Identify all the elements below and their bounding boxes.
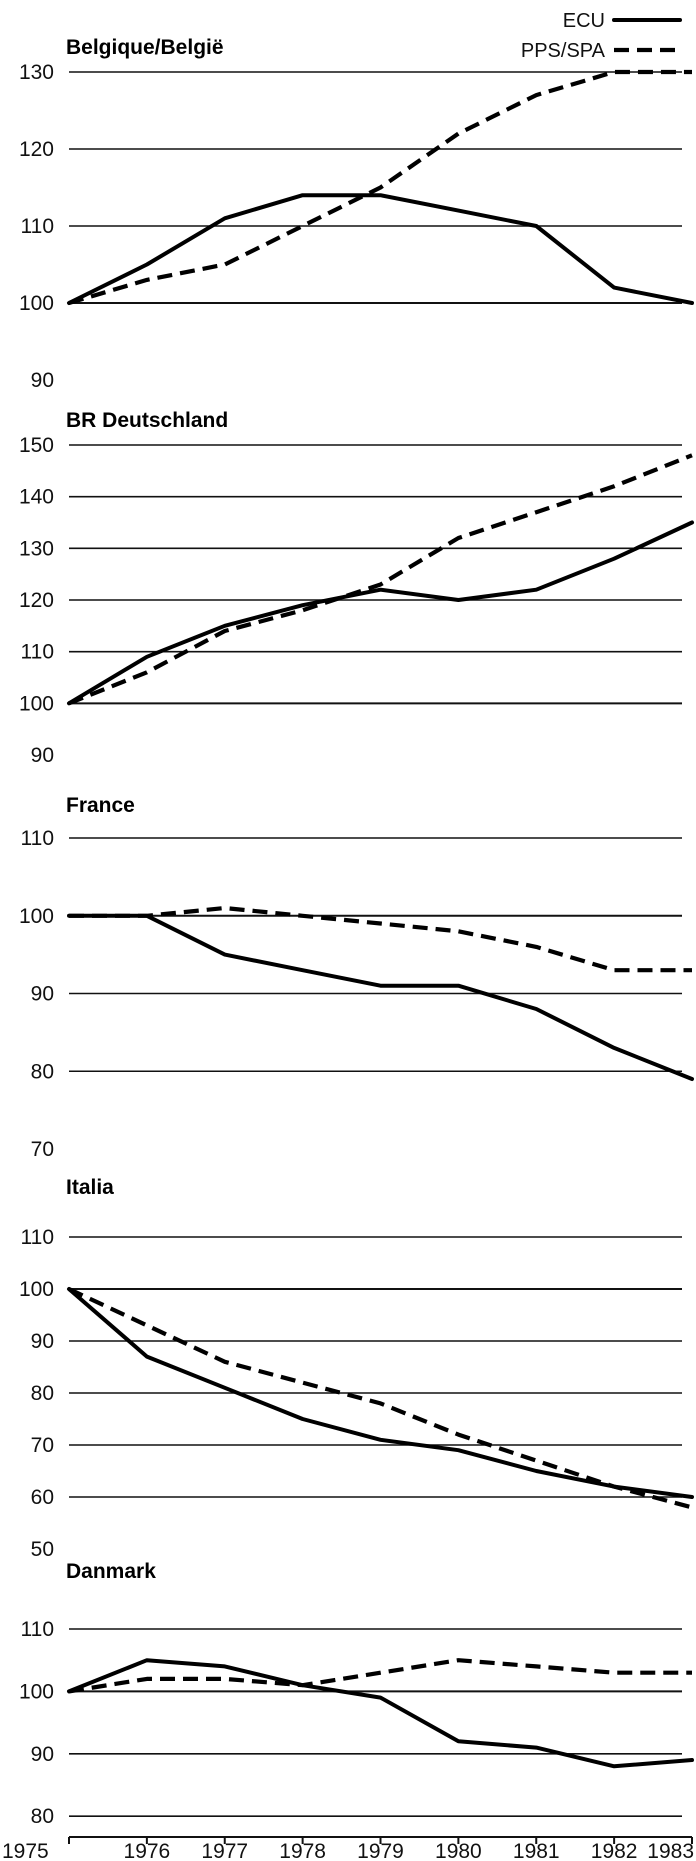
x-tick-label: 1979	[357, 1840, 404, 1861]
y-tick-label: 70	[31, 1138, 54, 1161]
chart-panels: 90 100 110 120 130 Belgique/België 90 100 110 120…	[19, 36, 694, 1828]
y-tick-label: 150	[19, 434, 54, 457]
y-tick-label: 110	[21, 1226, 54, 1249]
series-line-pps-spa	[68, 1287, 693, 1510]
y-tick-label: 90	[31, 744, 54, 767]
legend: ECU PPS/SPA	[521, 10, 682, 62]
series-line-pps-spa	[69, 905, 692, 973]
series-line-ecu	[67, 193, 694, 305]
y-tick-label: 80	[31, 1805, 54, 1828]
y-tick-label: 130	[19, 537, 54, 560]
panel-title: Danmark	[66, 1560, 156, 1583]
panel-france: 70 80 90 100 110 France	[19, 794, 694, 1161]
series-line-pps-spa	[68, 69, 692, 306]
panel-title: Italia	[66, 1176, 114, 1199]
y-tick-label: 110	[21, 1618, 54, 1641]
panel-title: BR Deutschland	[66, 409, 228, 432]
y-tick-label: 120	[19, 589, 54, 612]
y-tick-label: 100	[19, 292, 54, 315]
x-tick-label: 1975	[2, 1840, 49, 1861]
y-tick-label: 100	[19, 1680, 54, 1703]
x-tick-label: 1977	[201, 1840, 248, 1861]
y-tick-label: 140	[19, 486, 54, 509]
x-tick-label: 1981	[513, 1840, 560, 1861]
panel-danmark: 80 90 100 110 Danmark	[19, 1560, 694, 1828]
panel-belgique-belgi: 90 100 110 120 130 Belgique/België	[19, 36, 694, 392]
y-tick-label: 90	[31, 1743, 54, 1766]
x-axis: 1975 1976 1977 1978 1979 1980 1981 1982 1983	[2, 1836, 694, 1861]
x-tick-label: 1980	[435, 1840, 482, 1861]
panel-title: Belgique/België	[66, 36, 224, 59]
y-tick-label: 50	[31, 1538, 54, 1561]
y-tick-label: 90	[31, 983, 54, 1006]
y-tick-label: 110	[21, 827, 54, 850]
y-tick-label: 100	[19, 1278, 54, 1301]
y-tick-label: 80	[31, 1060, 54, 1083]
legend-label: ECU	[563, 10, 605, 32]
series-line-ecu	[67, 1287, 694, 1499]
series-line-pps-spa	[68, 453, 693, 706]
panel-title: France	[66, 794, 135, 817]
y-tick-label: 90	[31, 369, 54, 392]
y-tick-label: 100	[19, 905, 54, 928]
y-tick-label: 110	[21, 215, 54, 238]
series-line-ecu	[67, 1658, 694, 1769]
series-line-ecu	[67, 913, 694, 1081]
y-tick-label: 90	[31, 1330, 54, 1353]
series-line-ecu	[67, 520, 694, 706]
x-tick-label: 1976	[124, 1840, 171, 1861]
y-tick-label: 60	[31, 1486, 54, 1509]
y-tick-label: 110	[21, 641, 54, 664]
x-tick-label: 1978	[279, 1840, 326, 1861]
series-line-pps-spa	[68, 1658, 692, 1694]
y-tick-label: 80	[31, 1382, 54, 1405]
y-tick-label: 70	[31, 1434, 54, 1457]
x-tick-label: 1983	[647, 1840, 694, 1861]
panel-br-deutschland: 90 100 110 120 130 140 150 BR Deutschland	[19, 409, 694, 767]
y-tick-label: 120	[19, 138, 54, 161]
y-tick-label: 100	[19, 692, 54, 715]
x-tick-label: 1982	[591, 1840, 638, 1861]
legend-label: PPS/SPA	[521, 40, 606, 62]
panel-italia: 50 60 70 80 90 100 110 Italia	[19, 1176, 694, 1561]
y-tick-label: 130	[19, 61, 54, 84]
